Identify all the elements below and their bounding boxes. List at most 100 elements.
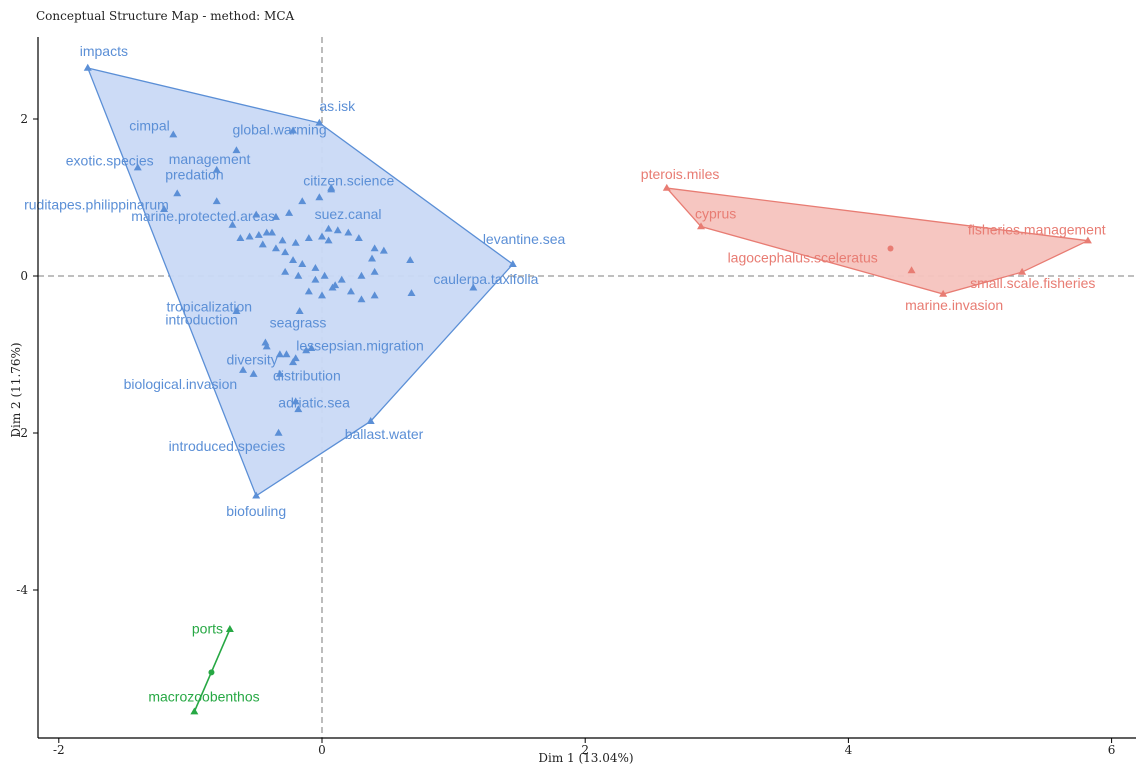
axes	[37, 37, 1136, 739]
term-label-lagocephalus.sceleratus: lagocephalus.sceleratus	[728, 250, 878, 266]
cluster-1-point	[275, 369, 284, 377]
x-tick-label: 2	[581, 743, 589, 757]
cluster-2-labeled-point	[1083, 236, 1092, 244]
x-tick-label: 6	[1108, 743, 1116, 757]
cluster-1-point	[294, 271, 303, 279]
cluster-2-labeled-point	[907, 266, 916, 274]
cluster-1-hull	[86, 67, 514, 497]
cluster-1-point	[307, 344, 316, 351]
cluster-2-centroid	[887, 245, 894, 252]
term-label-pterois.miles: pterois.miles	[641, 166, 720, 182]
y-tick-label: -4	[16, 583, 28, 597]
cluster-1-labeled-point	[315, 118, 324, 126]
cluster-1-point	[285, 209, 294, 216]
cluster-1-labeled-point	[294, 405, 303, 413]
cluster-1-point	[407, 289, 416, 296]
cluster-1-labeled-point	[249, 369, 258, 377]
cluster-1-labeled-point	[232, 307, 241, 315]
cluster-1-point	[311, 263, 320, 271]
point-labels: impacts as.isk cimpal global.warming exotic.…	[24, 43, 1106, 705]
cluster-1-point	[379, 246, 388, 254]
cluster-1-point	[315, 193, 324, 201]
cluster-1-point	[311, 275, 320, 283]
term-label-diversity: diversity	[226, 352, 277, 368]
term-label-introduction: introduction	[165, 312, 237, 328]
cluster-1-point	[298, 260, 307, 267]
cluster-3-labeled-point	[225, 625, 234, 632]
cluster-1-point	[245, 232, 254, 240]
cluster-1-point	[236, 234, 245, 242]
cluster-1-point	[212, 197, 221, 205]
cluster-1-labeled-point	[173, 189, 182, 197]
term-label-fisheries.management: fisheries.management	[968, 222, 1106, 238]
term-label-biofouling: biofouling	[226, 503, 286, 519]
cluster-1-point	[368, 254, 376, 262]
cluster-1-labeled-point	[469, 283, 478, 291]
cluster-1-point	[406, 256, 415, 264]
cluster-1-point	[370, 244, 379, 252]
cluster-1-labeled-point	[327, 185, 336, 193]
cluster-1-point	[254, 230, 263, 238]
cluster-1-labeled-point	[508, 260, 517, 267]
cluster-1-point	[324, 236, 333, 244]
cluster-1-point	[262, 342, 271, 350]
term-label-predation: predation	[165, 167, 223, 183]
term-label-ports: ports	[192, 620, 223, 636]
term-label-seagrass: seagrass	[270, 314, 327, 330]
term-label-as.isk: as.isk	[319, 98, 356, 114]
y-tick-labels: 2 0 -2 -4	[16, 112, 38, 597]
x-tick-label: 4	[845, 743, 853, 757]
term-label-suez.canal: suez.canal	[315, 206, 382, 222]
cluster-1-labeled-point	[295, 307, 304, 315]
term-label-caulerpa.taxifolia: caulerpa.taxifolia	[433, 271, 538, 287]
cluster-1-point	[271, 244, 280, 252]
cluster-1-labeled-point	[252, 210, 261, 218]
cluster-1-point	[357, 271, 366, 279]
cluster-1-labeled-point	[289, 358, 298, 366]
x-tick-label: 0	[318, 743, 326, 757]
cluster-2-labeled-point	[697, 222, 705, 230]
cluster-1-point	[304, 287, 313, 295]
term-label-lessepsian.migration: lessepsian.migration	[296, 338, 424, 354]
cluster-1-point	[333, 226, 342, 234]
y-tick-label: 2	[20, 112, 28, 126]
term-label-introduced.species: introduced.species	[169, 438, 286, 454]
cluster-1-point	[281, 267, 290, 275]
cluster-1-labeled-point	[232, 146, 241, 154]
term-label-exotic.species: exotic.species	[66, 153, 154, 169]
cluster-1-point	[320, 271, 329, 279]
cluster-2-labeled-point	[1018, 267, 1027, 275]
term-label-macrozoobenthos: macrozoobenthos	[148, 689, 259, 705]
cluster-1-point	[357, 295, 366, 303]
cluster-1-point	[275, 350, 284, 358]
cluster-1-point	[304, 234, 313, 242]
cluster-1-point	[354, 234, 363, 242]
cluster-1-point	[337, 275, 346, 283]
cluster-1-point	[344, 228, 353, 236]
term-label-cimpal: cimpal	[129, 118, 169, 134]
term-label-adriatic.sea: adriatic.sea	[278, 394, 350, 410]
cluster-hulls	[86, 67, 1091, 497]
cluster-1-point	[268, 228, 276, 236]
cluster-1-point	[289, 126, 298, 134]
cluster-1-point	[278, 236, 287, 244]
term-label-distribution: distribution	[273, 367, 341, 383]
cluster-1-point	[228, 220, 237, 228]
cluster-1-labeled-point	[261, 338, 270, 346]
cluster-1-point	[281, 248, 290, 256]
cluster-1-point	[370, 267, 379, 275]
cluster-1-labeled-point	[252, 491, 261, 499]
term-label-biological.invasion: biological.invasion	[124, 376, 238, 392]
cluster-1-point	[258, 240, 267, 248]
cluster-1-labeled-point	[169, 130, 178, 138]
x-tick-labels: -2 0 2 4 6	[53, 738, 1115, 757]
term-label-global.warming: global.warming	[232, 121, 326, 137]
cluster-1-labeled-point	[302, 346, 311, 354]
term-label-marine.invasion: marine.invasion	[905, 297, 1003, 313]
cluster-1-labeled-point	[274, 428, 283, 436]
cluster-1-point	[291, 238, 300, 246]
chart-title: Conceptual Structure Map - method: MCA	[36, 9, 294, 23]
cluster-1-labeled-point	[282, 350, 291, 358]
cluster-1-labeled-point	[366, 417, 375, 424]
